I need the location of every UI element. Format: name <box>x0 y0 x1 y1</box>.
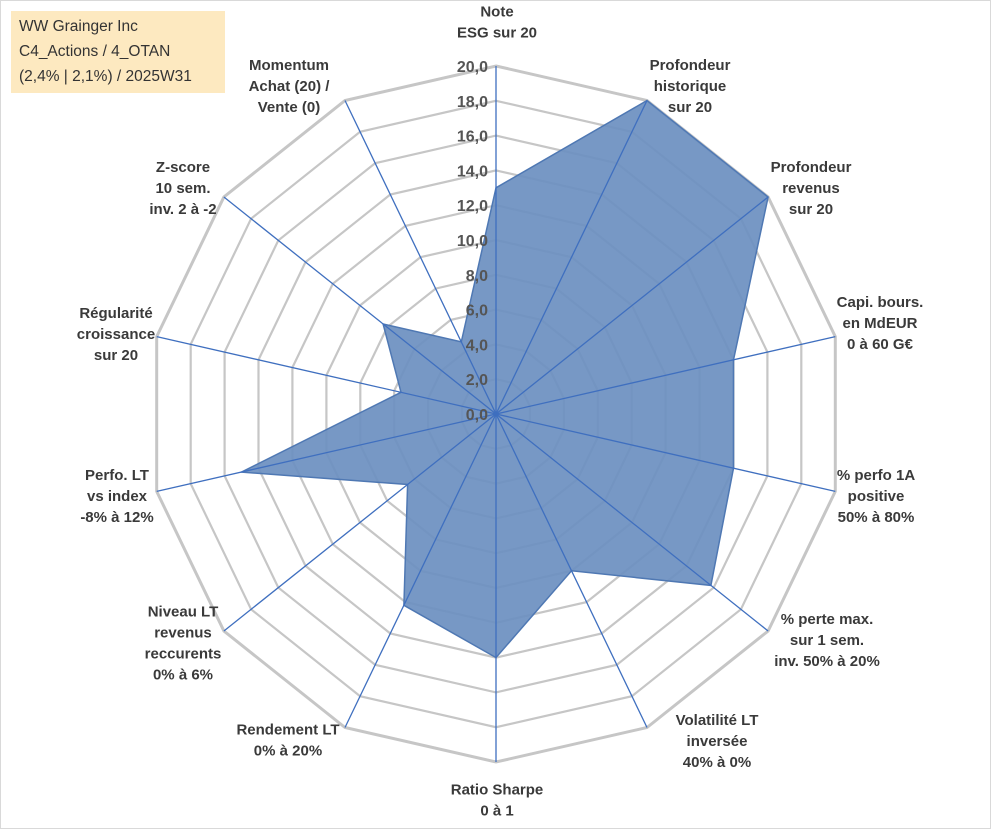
axis-label-9: Niveau LT revenus reccurents 0% à 6% <box>145 604 222 684</box>
axis-label-line: sur 20 <box>94 347 138 364</box>
axis-label-line: 0% à 6% <box>153 667 213 684</box>
axis-label-line: sur 20 <box>789 201 833 218</box>
axis-label-line: Rendement LT <box>236 722 339 739</box>
axis-label-line: Niveau LT <box>148 604 219 621</box>
axis-spoke-1 <box>495 100 648 415</box>
axis-label-line: inversée <box>687 733 748 750</box>
axis-label-2: Profondeur revenus sur 20 <box>771 159 852 218</box>
axis-label-line: % perte max. <box>781 611 874 628</box>
tick-label: 18,0 <box>457 94 488 111</box>
axis-label-10: Perfo. LT vs index -8% à 12% <box>80 467 153 526</box>
axis-label-11: Régularité croissance sur 20 <box>77 305 155 364</box>
axis-label-line: en MdEUR <box>843 315 918 332</box>
axis-label-line: inv. 2 à -2 <box>149 201 216 218</box>
axis-label-13: Momentum Achat (20) / Vente (0) <box>249 57 331 116</box>
axis-spoke-10 <box>156 413 497 493</box>
axis-label-line: 10 sem. <box>155 180 210 197</box>
axis-label-line: historique <box>654 78 727 95</box>
axis-label-line: Perfo. LT <box>85 467 149 484</box>
axis-label-7: Ratio Sharpe 0 à 1 <box>451 782 544 820</box>
radar-spokes <box>156 66 836 762</box>
radar-tick-labels: 0,0 2,0 4,0 6,0 8,0 10,0 12,0 14,0 16,0 18,0 20,0 <box>457 59 488 424</box>
axis-label-line: reccurents <box>145 646 222 663</box>
radar-area-layer <box>238 99 769 659</box>
tick-label: 4,0 <box>466 337 488 354</box>
axis-label-1: Profondeur historique sur 20 <box>650 57 731 116</box>
axis-label-line: sur 20 <box>668 99 712 116</box>
axis-label-line: -8% à 12% <box>80 509 153 526</box>
axis-spoke-3 <box>495 335 836 415</box>
axis-label-line: 0% à 20% <box>254 743 322 760</box>
axis-label-line: ESG sur 20 <box>457 25 537 42</box>
tick-label: 16,0 <box>457 129 488 146</box>
axis-label-line: Volatilité LT <box>676 712 759 729</box>
info-category: C4_Actions / 4_OTAN <box>19 43 171 60</box>
axis-spoke-13 <box>344 100 497 415</box>
axis-label-line: Z-score <box>156 159 210 176</box>
axis-spoke-12 <box>223 196 497 415</box>
radar-axis-labels: Note ESG sur 20 Profondeur historique sur 20… <box>77 4 924 820</box>
axis-label-line: Ratio Sharpe <box>451 782 544 799</box>
axis-label-4: % perfo 1A positive 50% à 80% <box>837 467 916 526</box>
axis-spoke-9 <box>223 413 497 632</box>
axis-spoke-6 <box>495 413 648 728</box>
axis-label-5: % perte max. sur 1 sem. inv. 50% à 20% <box>774 611 880 670</box>
axis-label-line: 50% à 80% <box>838 509 915 526</box>
axis-label-line: Momentum <box>249 57 329 74</box>
axis-label-line: % perfo 1A <box>837 467 916 484</box>
tick-label: 2,0 <box>466 372 488 389</box>
axis-spoke-4 <box>495 413 836 493</box>
axis-label-line: revenus <box>154 625 212 642</box>
tick-label: 14,0 <box>457 163 488 180</box>
info-period: (2,4% | 2,1%) / 2025W31 <box>19 68 192 85</box>
axis-label-line: 0 à 60 G€ <box>847 336 914 353</box>
axis-label-line: inv. 50% à 20% <box>774 653 880 670</box>
axis-label-line: sur 1 sem. <box>790 632 864 649</box>
axis-label-line: croissance <box>77 326 155 343</box>
axis-label-line: revenus <box>782 180 840 197</box>
axis-label-line: Capi. bours. <box>837 294 924 311</box>
info-box: WW Grainger Inc C4_Actions / 4_OTAN (2,4… <box>11 11 225 93</box>
tick-label: 8,0 <box>466 268 488 285</box>
tick-label: 12,0 <box>457 198 488 215</box>
axis-label-line: Note <box>480 4 513 21</box>
axis-label-line: 0 à 1 <box>480 803 513 820</box>
axis-label-line: Achat (20) / <box>249 78 331 95</box>
axis-spoke-5 <box>495 413 769 632</box>
axis-spoke-11 <box>156 335 497 415</box>
axis-label-line: 40% à 0% <box>683 754 751 771</box>
axis-label-12: Z-score 10 sem. inv. 2 à -2 <box>149 159 216 218</box>
axis-spoke-2 <box>495 196 769 415</box>
axis-label-line: vs index <box>87 488 148 505</box>
info-company: WW Grainger Inc <box>19 18 138 35</box>
axis-label-3: Capi. bours. en MdEUR 0 à 60 G€ <box>837 294 924 353</box>
axis-label-line: Régularité <box>79 305 152 322</box>
axis-label-0: Note ESG sur 20 <box>457 4 537 42</box>
axis-spoke-8 <box>344 413 497 728</box>
axis-label-8: Rendement LT 0% à 20% <box>236 722 339 760</box>
axis-label-line: Vente (0) <box>258 99 321 116</box>
axis-label-line: Profondeur <box>650 57 731 74</box>
tick-label: 6,0 <box>466 303 488 320</box>
tick-label: 0,0 <box>466 407 488 424</box>
data-area <box>238 99 769 659</box>
axis-label-6: Volatilité LT inversée 40% à 0% <box>676 712 759 771</box>
tick-label: 10,0 <box>457 233 488 250</box>
axis-label-line: positive <box>848 488 905 505</box>
axis-label-line: Profondeur <box>771 159 852 176</box>
tick-label: 20,0 <box>457 59 488 76</box>
